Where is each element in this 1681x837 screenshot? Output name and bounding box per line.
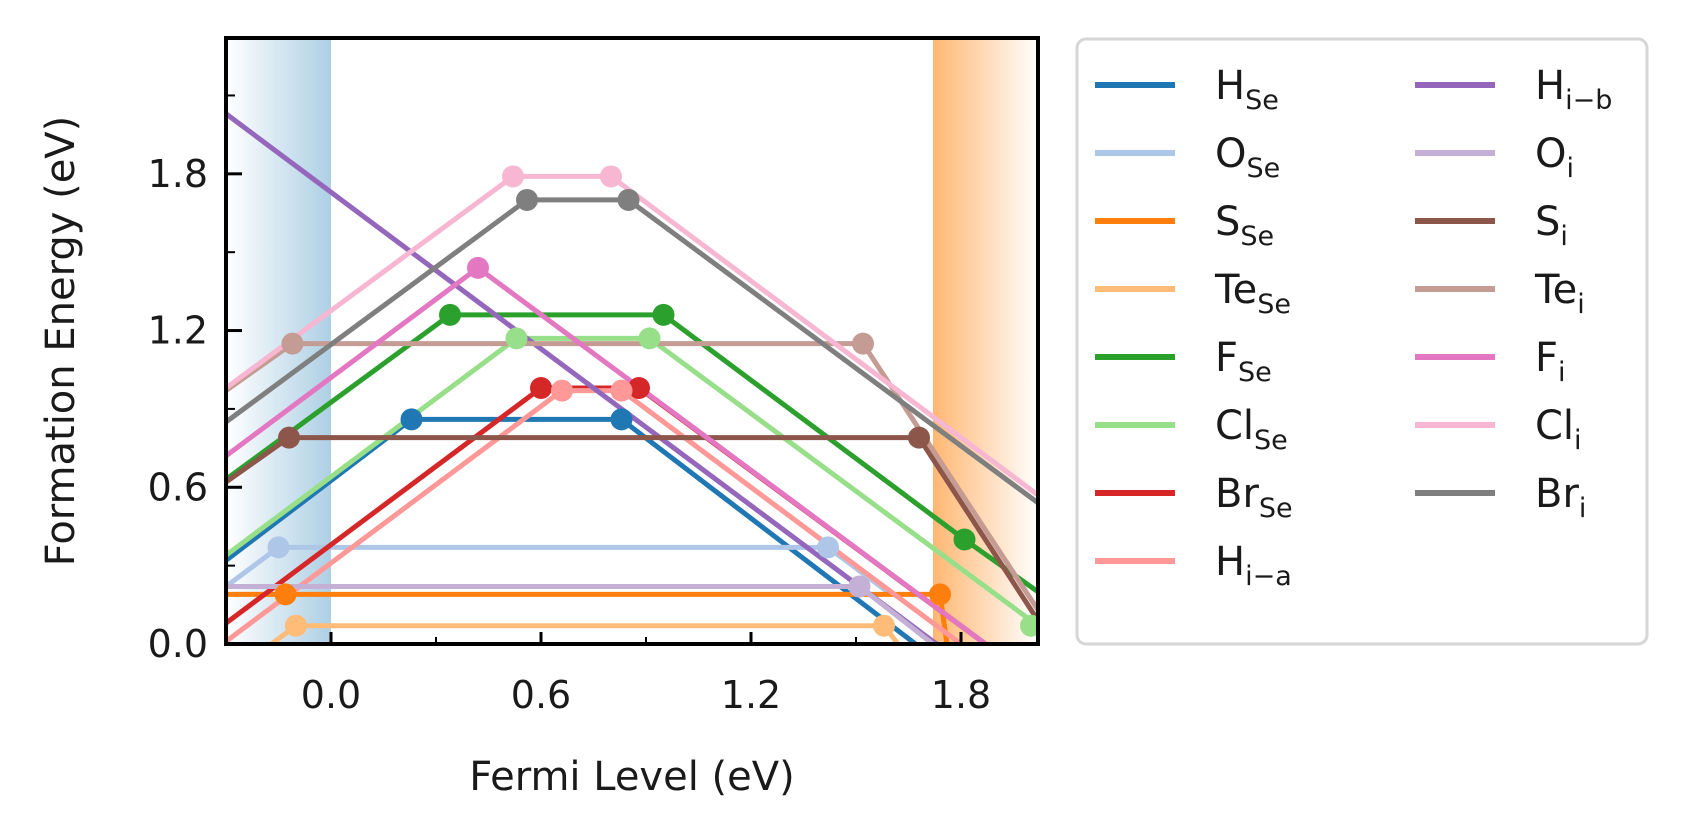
legend-item-o-se: OSe [1095, 131, 1280, 184]
legend-item-cl-i: Cli [1415, 403, 1582, 456]
series-point-br-se [530, 377, 552, 400]
series-line-s-se [226, 591, 950, 644]
series-point-cl-i [600, 165, 622, 188]
legend-label: ClSe [1215, 403, 1288, 456]
plot-frame [224, 36, 1040, 646]
series-point-f-i [467, 256, 489, 279]
legend-label: Cli [1535, 403, 1582, 456]
series-line-h-i-b [226, 111, 939, 644]
series-point-cl-i [502, 165, 524, 188]
series-lines [226, 111, 1038, 644]
legend-label: Si [1535, 199, 1568, 252]
series-point-f-se [953, 528, 976, 551]
series-point-s-se [274, 583, 297, 606]
series-line-cl-se [226, 335, 1038, 629]
legend-item-f-se: FSe [1095, 335, 1272, 388]
legend: HSe OSe SSe TeSe FSe ClSe BrSe Hi−a Hi−b Oi Si Tei F… [1075, 37, 1649, 646]
x-tick-label: 1.8 [931, 673, 991, 717]
legend-box [1075, 37, 1649, 646]
series-point-br-i [516, 188, 538, 211]
series-line-h-i-a [226, 388, 964, 644]
x-axis-label: Fermi Level (eV) [469, 754, 794, 800]
tick-labels: 0.0 0.6 1.2 1.8 0.0 0.6 1.2 1.8 [148, 152, 992, 717]
series-line-br-se [226, 385, 988, 644]
legend-label: Tei [1534, 267, 1585, 320]
series-point-br-i [617, 188, 640, 211]
series-line-s-i [226, 435, 1038, 623]
series-line-h-se [226, 416, 918, 644]
legend-item-o-i: Oi [1415, 131, 1574, 184]
series-line-br-i [226, 197, 1038, 506]
x-tick-label: 0.0 [301, 673, 361, 717]
series-point-h-se [610, 408, 633, 431]
series-point-te-i [852, 332, 874, 355]
series-line-te-se [269, 623, 901, 644]
legend-label: HSe [1215, 63, 1279, 116]
y-tick-label: 1.8 [148, 152, 208, 196]
series-point-f-se [652, 303, 675, 326]
series-point-o-i [848, 575, 871, 598]
legend-label: Oi [1535, 131, 1574, 184]
legend-label: SSe [1215, 199, 1274, 252]
axis-ticks [226, 94, 963, 646]
legend-item-h-se: HSe [1095, 63, 1279, 116]
x-tick-label: 1.2 [721, 673, 781, 717]
y-axis-label: Formation Energy (eV) [38, 116, 84, 567]
legend-item-s-i: Si [1415, 199, 1568, 252]
legend-label: TeSe [1214, 267, 1291, 320]
legend-item-f-i: Fi [1415, 335, 1566, 388]
series-point-s-se [929, 583, 951, 606]
legend-item-h-i-a: Hi−a [1095, 539, 1292, 592]
legend-label: OSe [1215, 131, 1280, 184]
legend-label: Bri [1535, 471, 1586, 524]
series-point-br-se [628, 377, 650, 400]
series-point-te-se [285, 614, 307, 637]
legend-item-br-i: Bri [1415, 471, 1586, 524]
series-point-o-se [267, 536, 290, 559]
series-markers [267, 165, 1038, 637]
legend-item-br-se: BrSe [1095, 471, 1293, 524]
series-point-h-i-a [610, 379, 633, 402]
legend-item-h-i-b: Hi−b [1415, 63, 1612, 116]
series-point-o-se [817, 536, 839, 559]
legend-item-s-se: SSe [1095, 199, 1274, 252]
series-point-cl-se [638, 327, 661, 350]
series-point-f-se [439, 303, 461, 326]
series-point-h-i-a [551, 379, 573, 402]
legend-label: Hi−b [1535, 63, 1612, 116]
legend-label: BrSe [1215, 471, 1293, 524]
y-tick-label: 0.6 [148, 465, 208, 509]
y-tick-label: 1.2 [148, 309, 208, 353]
series-point-s-i [908, 426, 930, 449]
y-tick-label: 0.0 [148, 622, 208, 666]
series-point-te-se [873, 614, 895, 637]
series-point-s-i [278, 426, 300, 449]
legend-label: Hi−a [1215, 539, 1292, 592]
series-point-h-se [400, 408, 423, 431]
series-line-cl-i [226, 173, 1038, 498]
series-point-te-i [281, 332, 304, 355]
x-tick-label: 0.6 [511, 673, 571, 717]
series-point-cl-se [505, 327, 528, 350]
legend-item-te-se: TeSe [1095, 267, 1291, 320]
legend-item-cl-se: ClSe [1095, 403, 1288, 456]
legend-item-te-i: Tei [1415, 267, 1585, 320]
legend-label: Fi [1535, 335, 1566, 388]
series-point-cl-se [1020, 614, 1038, 637]
legend-label: FSe [1215, 335, 1272, 388]
